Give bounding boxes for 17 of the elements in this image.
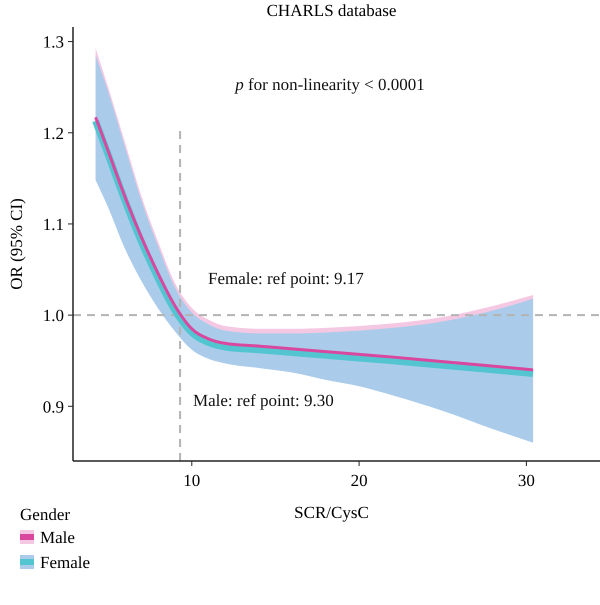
x-tick-label: 20 [350,471,368,490]
chart-title: CHARLS database [266,1,396,20]
y-tick-label: 1.1 [42,214,64,234]
legend-title: Gender [20,505,70,524]
y-tick-label: 1.3 [42,32,64,52]
annotation: Female: ref point: 9.17 [208,269,364,288]
annotation: Male: ref point: 9.30 [193,391,334,410]
y-axis-title: OR (95% CI) [7,198,26,290]
y-tick-label: 1.2 [42,124,64,143]
legend-label: Female [40,553,90,572]
x-axis-title: SCR/CysC [294,503,369,522]
x-tick-label: 10 [183,471,200,490]
y-tick-label: 1.0 [42,306,64,326]
x-tick-label: 30 [518,471,535,490]
legend-label: Male [40,528,75,547]
annotation: p for non-linearity < 0.0001 [234,75,425,94]
y-tick-label: 0.9 [42,397,64,416]
